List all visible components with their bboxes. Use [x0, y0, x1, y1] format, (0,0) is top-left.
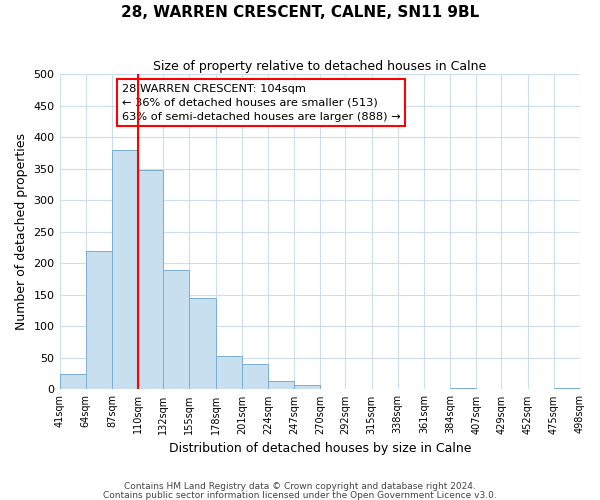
Bar — [215, 356, 242, 390]
Bar — [190, 298, 215, 390]
X-axis label: Distribution of detached houses by size in Calne: Distribution of detached houses by size … — [169, 442, 471, 455]
Y-axis label: Number of detached properties: Number of detached properties — [15, 134, 28, 330]
Bar — [450, 388, 476, 390]
Text: Contains HM Land Registry data © Crown copyright and database right 2024.: Contains HM Land Registry data © Crown c… — [124, 482, 476, 491]
Bar — [59, 374, 86, 390]
Bar — [294, 385, 320, 390]
Bar — [163, 270, 190, 390]
Text: 28, WARREN CRESCENT, CALNE, SN11 9BL: 28, WARREN CRESCENT, CALNE, SN11 9BL — [121, 5, 479, 20]
Bar — [242, 364, 268, 390]
Bar — [268, 381, 294, 390]
Title: Size of property relative to detached houses in Calne: Size of property relative to detached ho… — [153, 60, 487, 73]
Bar — [86, 250, 112, 390]
Text: Contains public sector information licensed under the Open Government Licence v3: Contains public sector information licen… — [103, 491, 497, 500]
Text: 28 WARREN CRESCENT: 104sqm
← 36% of detached houses are smaller (513)
63% of sem: 28 WARREN CRESCENT: 104sqm ← 36% of deta… — [122, 84, 401, 122]
Bar — [138, 170, 163, 390]
Bar — [112, 150, 138, 390]
Bar — [554, 388, 580, 390]
